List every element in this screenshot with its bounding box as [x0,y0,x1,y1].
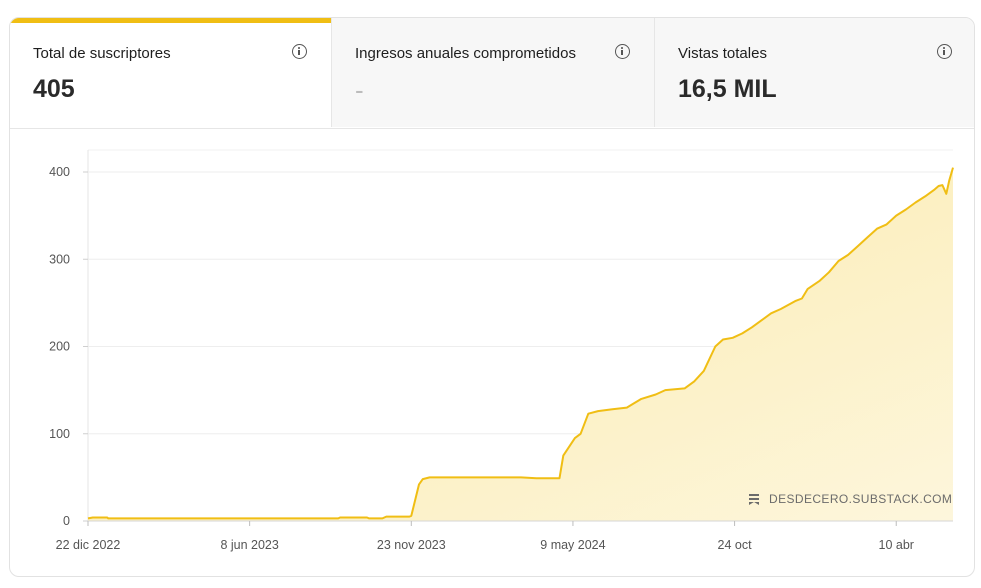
tab-label: Total de suscriptores [33,45,171,62]
y-tick-label: 300 [49,252,70,266]
tab-value: 16,5 MIL [678,75,777,103]
x-tick-label: 8 jun 2023 [220,538,278,552]
watermark-text: DESDECERO.SUBSTACK.COM [769,492,953,506]
x-tick-label: 10 abr [879,538,914,552]
y-tick-label: 100 [49,427,70,441]
y-tick-label: 400 [49,165,70,179]
bookmark-icon [749,493,759,505]
publication-watermark: DESDECERO.SUBSTACK.COM [749,492,952,506]
series-line [87,167,954,520]
info-icon[interactable] [937,44,952,59]
subscribers-chart: 0 100 200 300 400 22 dic 2022 8 jun 2023 23 nov… [49,149,954,552]
metric-tabs: Total de suscriptores 405 Ingresos anual… [10,18,974,129]
tab-label: Ingresos anuales comprometidos [355,45,576,62]
x-tick-label: 22 dic 2022 [56,538,121,552]
stats-card: Total de suscriptores 405 Ingresos anual… [9,17,975,577]
info-icon[interactable] [292,44,307,59]
tab-total-views[interactable]: Vistas totales 16,5 MIL [655,18,974,127]
tab-value: - [355,75,364,105]
x-tick-label: 24 oct [718,538,753,552]
tab-value: 405 [33,75,75,103]
info-icon[interactable] [615,44,630,59]
tab-annual-revenue[interactable]: Ingresos anuales comprometidos - [332,18,655,127]
series-area [88,167,953,521]
x-tick-label: 9 may 2024 [540,538,605,552]
y-tick-label: 200 [49,340,70,354]
y-tick-label: 0 [63,514,70,528]
tab-label: Vistas totales [678,45,767,62]
tab-total-subscribers[interactable]: Total de suscriptores 405 [10,18,332,127]
x-tick-label: 23 nov 2023 [377,538,446,552]
